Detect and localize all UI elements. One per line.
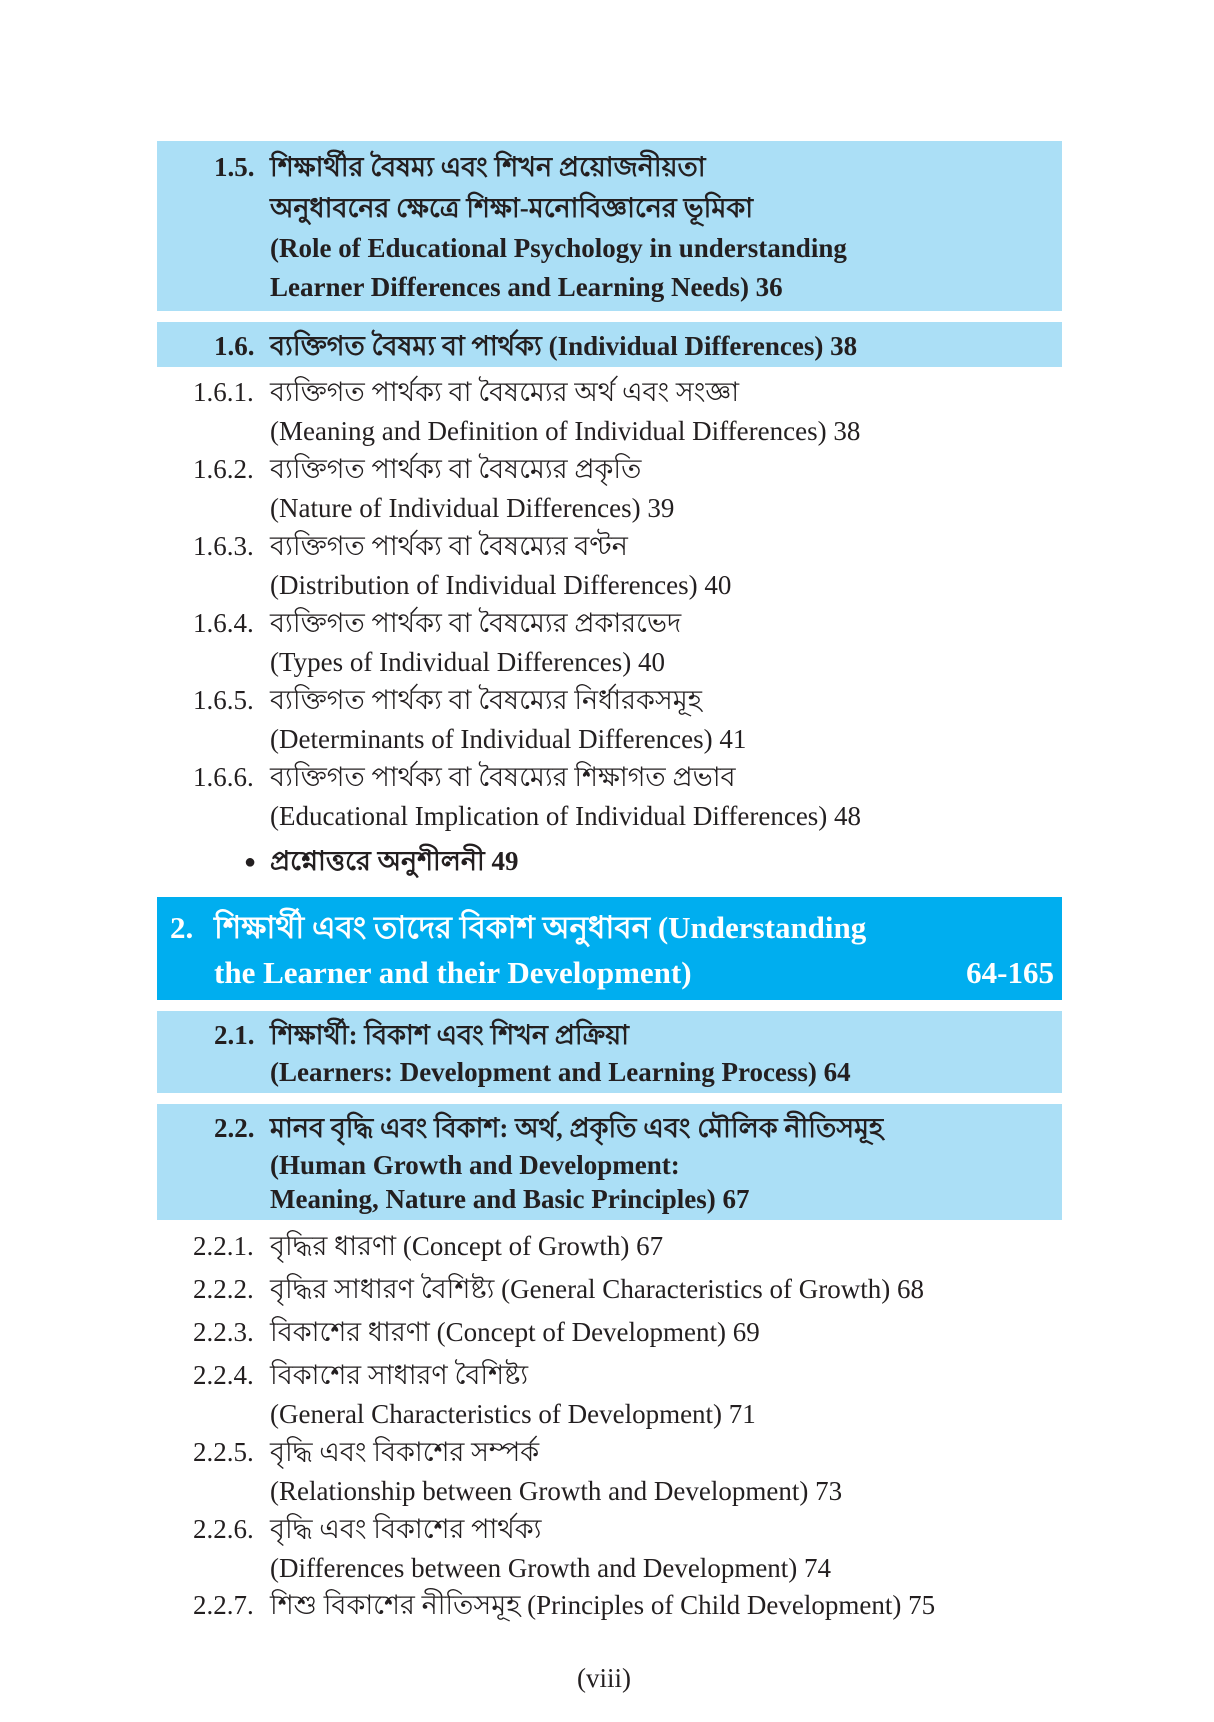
subsection-title: বৃদ্ধির সাধারণ বৈশিষ্ট্য (General Charac… bbox=[270, 1274, 924, 1304]
chapter-2-number: 2. bbox=[170, 910, 194, 945]
subsection-title-en: (Distribution of Individual Differences)… bbox=[270, 570, 732, 600]
subsection-number: 2.2.1. bbox=[193, 1231, 254, 1261]
subsection-title: বৃদ্ধি এবং বিকাশের সম্পর্ক bbox=[270, 1437, 540, 1467]
bullet-icon: ● bbox=[244, 851, 257, 873]
section-1-6-title: ব্যক্তিগত বৈষম্য বা পার্থক্য (Individual… bbox=[270, 331, 858, 361]
subsection-title-en: (Types of Individual Differences) 40 bbox=[270, 647, 665, 677]
subsection-title-bn: ব্যক্তিগত পার্থক্য বা বৈষম্যের প্রকৃতি bbox=[270, 454, 642, 484]
subsection-title: বিকাশের ধারণা (Concept of Development) 6… bbox=[270, 1317, 760, 1347]
subsection-number: 2.2.4. bbox=[193, 1360, 254, 1390]
subsection-number: 1.6.5. bbox=[193, 685, 254, 715]
subsection-title-en: (Nature of Individual Differences) 39 bbox=[270, 493, 675, 523]
chapter-2-title-1: শিক্ষার্থী এবং তাদের বিকাশ অনুধাবন (Unde… bbox=[214, 910, 867, 945]
section-2-1-title-bn: শিক্ষার্থী: বিকাশ এবং শিখন প্রক্রিয়া bbox=[270, 1020, 629, 1050]
subsection-number: 2.2.3. bbox=[193, 1317, 254, 1347]
section-2-1-box bbox=[157, 1011, 1062, 1093]
section-1-5-title-bn-1: শিক্ষার্থীর বৈষম্য এবং শিখন প্রয়োজনীয়ত… bbox=[270, 152, 706, 182]
section-2-2-box bbox=[157, 1104, 1062, 1220]
subsection-number: 1.6.3. bbox=[193, 531, 254, 561]
subsection-title-bn: ব্যক্তিগত পার্থক্য বা বৈষম্যের নির্ধারকস… bbox=[270, 685, 702, 715]
section-2-2-title-bn: মানব বৃদ্ধি এবং বিকাশ: অর্থ, প্রকৃতি এবং… bbox=[270, 1113, 884, 1143]
section-1-5-title-bn-2: অনুধাবনের ক্ষেত্রে শিক্ষা-মনোবিজ্ঞানের ভ… bbox=[270, 193, 754, 223]
section-1-5-title-en-2: Learner Differences and Learning Needs) … bbox=[270, 272, 783, 302]
subsection-number: 1.6.6. bbox=[193, 762, 254, 792]
section-2-2-title-en-1: (Human Growth and Development: bbox=[270, 1150, 680, 1180]
chapter-2-title-2: the Learner and their Development) bbox=[214, 955, 692, 990]
subsection-title-bn: ব্যক্তিগত পার্থক্য বা বৈষম্যের অর্থ এবং … bbox=[270, 377, 740, 407]
subsection-title-bn: ব্যক্তিগত পার্থক্য বা বৈষম্যের শিক্ষাগত … bbox=[270, 762, 736, 792]
section-2-2-title-en-2: Meaning, Nature and Basic Principles) 67 bbox=[270, 1184, 750, 1214]
subsection-title: বিকাশের সাধারণ বৈশিষ্ট্য bbox=[270, 1360, 529, 1390]
section-2-1-number: 2.1. bbox=[214, 1020, 255, 1050]
section-1-5-number: 1.5. bbox=[214, 152, 255, 182]
subsection-title-en: (Relationship between Growth and Develop… bbox=[270, 1476, 843, 1506]
subsection-number: 1.6.2. bbox=[193, 454, 254, 484]
section-2-1-title-en: (Learners: Development and Learning Proc… bbox=[270, 1057, 851, 1087]
subsection-title-en: (Determinants of Individual Differences)… bbox=[270, 724, 747, 754]
subsection-title-bn: ব্যক্তিগত পার্থক্য বা বৈষম্যের বণ্টন bbox=[270, 531, 628, 561]
subsection-title-en: (Differences between Growth and Developm… bbox=[270, 1553, 832, 1583]
section-2-2-number: 2.2. bbox=[214, 1113, 255, 1143]
chapter-2-box bbox=[157, 897, 1062, 1000]
subsection-title: শিশু বিকাশের নীতিসমূহ (Principles of Chi… bbox=[270, 1590, 936, 1620]
subsection-title-bn: ব্যক্তিগত পার্থক্য বা বৈষম্যের প্রকারভেদ bbox=[270, 608, 682, 638]
subsection-title: বৃদ্ধির ধারণা (Concept of Growth) 67 bbox=[270, 1231, 664, 1261]
subsection-number: 1.6.1. bbox=[193, 377, 254, 407]
page-number: (viii) bbox=[577, 1663, 631, 1693]
chapter-2-pages: 64-165 bbox=[966, 955, 1054, 990]
section-1-5-title-en-1: (Role of Educational Psychology in under… bbox=[270, 233, 847, 263]
subsection-number: 2.2.7. bbox=[193, 1590, 254, 1620]
subsection-number: 2.2.5. bbox=[193, 1437, 254, 1467]
subsection-title-en: (General Characteristics of Development)… bbox=[270, 1399, 756, 1429]
section-1-6-number: 1.6. bbox=[214, 331, 255, 361]
exercise-entry: প্রশ্নোত্তরে অনুশীলনী 49 bbox=[270, 846, 519, 876]
subsection-title: বৃদ্ধি এবং বিকাশের পার্থক্য bbox=[270, 1514, 542, 1544]
subsection-number: 2.2.2. bbox=[193, 1274, 254, 1304]
subsection-title-en: (Educational Implication of Individual D… bbox=[270, 801, 862, 831]
section-1-5-box bbox=[157, 141, 1062, 311]
subsection-number: 1.6.4. bbox=[193, 608, 254, 638]
subsection-title-en: (Meaning and Definition of Individual Di… bbox=[270, 416, 861, 446]
subsection-number: 2.2.6. bbox=[193, 1514, 254, 1544]
section-1-6-box bbox=[157, 322, 1062, 367]
